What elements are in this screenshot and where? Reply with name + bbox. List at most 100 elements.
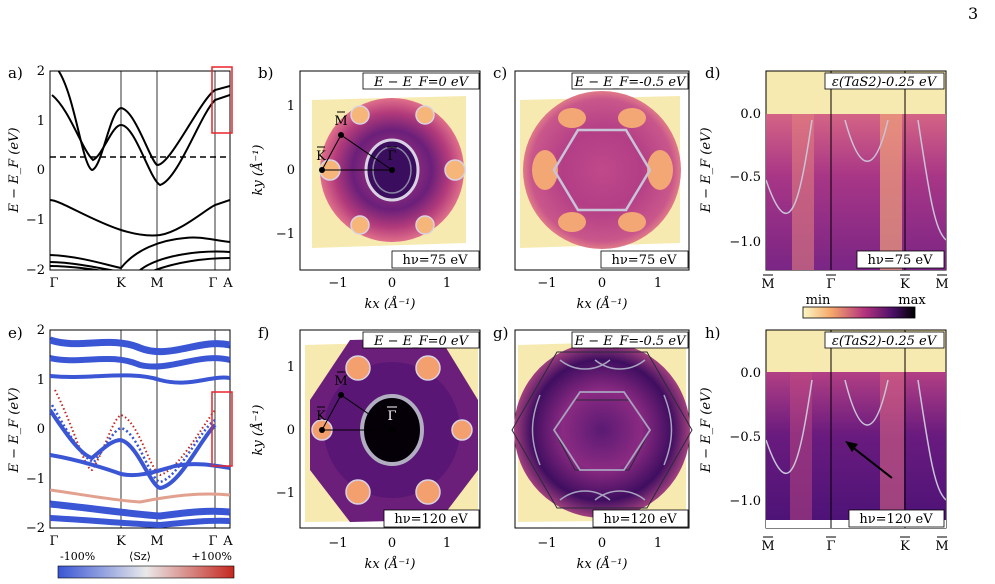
point-k: K <box>316 409 326 424</box>
xtick: 0 <box>598 536 606 551</box>
page-number: 3 <box>968 4 979 23</box>
xtick: A <box>222 276 233 291</box>
xtick: M <box>935 277 948 292</box>
xtick: −1 <box>537 276 556 291</box>
point-k: K <box>316 149 326 164</box>
ytick: −2 <box>26 263 45 278</box>
xtick: Γ <box>208 276 217 291</box>
panel-h-energy-cut: h) ε(TaS2)-0.25 eV hν=120 eV 0.0 −0.5 −1… <box>699 324 949 554</box>
xtick: −1 <box>328 536 347 551</box>
point-gamma: Γ <box>387 409 396 424</box>
xtick: 1 <box>443 276 451 291</box>
photon-energy: hν=75 eV <box>403 253 469 268</box>
ytick: 1 <box>287 99 295 114</box>
x-axis-label: kx (Å⁻¹) <box>365 556 416 572</box>
ytick: 1 <box>37 114 45 129</box>
spin-colorbar-mid: ⟨Sz⟩ <box>129 550 151 563</box>
x-axis-label: kx (Å⁻¹) <box>365 296 416 312</box>
xtick: Γ <box>49 534 58 549</box>
xtick: K <box>900 539 910 554</box>
ytick: −2 <box>26 521 45 536</box>
photon-energy: hν=75 eV <box>612 253 678 268</box>
xtick: K <box>116 534 126 549</box>
energy-annotation: E − E_F=0 eV <box>373 334 470 349</box>
y-axis-label: E − E_F (eV) <box>699 387 714 473</box>
panel-g-label: g) <box>493 324 508 342</box>
colorbar-max-label: max <box>898 293 926 308</box>
highlight-box <box>211 66 233 134</box>
photon-energy: hν=120 eV <box>859 512 933 527</box>
panel-a-band-structure: a) 2 1 0 −1 −2 Γ K M Γ <box>7 64 233 291</box>
ytick: −0.5 <box>729 170 761 185</box>
xtick: M <box>150 276 163 291</box>
highlight-box <box>211 391 233 467</box>
panel-a-label: a) <box>8 64 23 82</box>
panel-f-fermi-map: f) M K Γ E − E_F=0 eV hν=120 eV 1 0 −1 <box>250 324 481 572</box>
xtick: 1 <box>443 536 451 551</box>
ytick: −1 <box>26 472 45 487</box>
xtick: K <box>900 277 910 292</box>
energy-annotation: ε(TaS2)-0.25 eV <box>832 75 938 90</box>
xtick: M <box>761 539 774 554</box>
xtick: 0 <box>388 276 396 291</box>
xtick: 0 <box>388 536 396 551</box>
spin-colorbar-min: -100% <box>60 550 95 563</box>
energy-annotation: ε(TaS2)-0.25 eV <box>832 334 938 349</box>
xtick: −1 <box>537 536 556 551</box>
photon-energy: hν=120 eV <box>603 512 677 527</box>
panel-b-label: b) <box>258 64 273 82</box>
ytick: 2 <box>37 323 45 338</box>
xtick: Γ <box>826 539 835 554</box>
x-axis-label: kx (Å⁻¹) <box>577 556 628 572</box>
y-axis-label: ky (Å⁻¹) <box>250 145 266 196</box>
panel-e-label: e) <box>8 324 23 342</box>
xtick: 0 <box>598 276 606 291</box>
ytick: −1 <box>26 213 45 228</box>
panel-h-label: h) <box>705 324 721 342</box>
ytick: −1 <box>276 227 295 242</box>
panel-g-constant-energy-map: g) E − E_F=-0.5 eV hν=120 eV −1 0 1 kx (… <box>493 324 693 572</box>
y-axis-label: E − E_F (eV) <box>7 127 22 213</box>
y-axis-label: E − E_F (eV) <box>7 387 22 473</box>
energy-annotation: E − E_F=-0.5 eV <box>574 75 687 90</box>
panel-d-energy-cut: d) ε(TaS2)-0.25 eV hν=75 eV 0.0 −0.5 −1.… <box>699 64 949 319</box>
xtick: K <box>116 276 126 291</box>
panel-e-spin-bands: e) 2 1 0 −1 −2 Γ K M <box>7 323 235 579</box>
panel-b-fermi-map: b) M K Γ E − E_F=0 eV hν=75 eV 1 0 −1 <box>250 64 481 312</box>
spin-colorbar <box>57 565 235 579</box>
xtick: Γ <box>208 534 217 549</box>
xtick: M <box>935 539 948 554</box>
xtick: M <box>150 534 163 549</box>
panel-c-label: c) <box>493 64 507 82</box>
xtick: M <box>761 277 774 292</box>
ytick: 0 <box>287 163 295 178</box>
xtick: 1 <box>654 276 662 291</box>
ytick: 0 <box>37 163 45 178</box>
intensity-colorbar <box>802 306 916 319</box>
xtick: Γ <box>826 277 835 292</box>
ytick: 1 <box>287 360 295 375</box>
ytick: 2 <box>37 64 45 79</box>
ytick: −1 <box>276 486 295 501</box>
panel-f-label: f) <box>258 324 269 342</box>
colorbar-min-label: min <box>806 293 831 308</box>
ytick: −1.0 <box>729 235 761 250</box>
xtick: 1 <box>654 536 662 551</box>
y-axis-label: ky (Å⁻¹) <box>250 405 266 456</box>
spin-colorbar-max: +100% <box>191 550 232 563</box>
ytick: −0.5 <box>729 430 761 445</box>
energy-annotation: E − E_F=0 eV <box>373 75 470 90</box>
xtick: −1 <box>328 276 347 291</box>
ytick: 1 <box>37 373 45 388</box>
ytick: 0 <box>37 422 45 437</box>
point-m: M <box>334 114 347 129</box>
energy-annotation: E − E_F=-0.5 eV <box>574 334 687 349</box>
ytick: 0.0 <box>740 107 761 122</box>
ytick: 0 <box>287 423 295 438</box>
y-axis-label: E − E_F (eV) <box>699 127 714 213</box>
ytick: −1.0 <box>729 494 761 509</box>
arrow <box>850 445 893 479</box>
ytick: 0.0 <box>740 366 761 381</box>
panel-c-constant-energy-map: c) E − E_F=-0.5 eV hν=75 eV −1 0 1 kx (Å… <box>493 64 690 312</box>
